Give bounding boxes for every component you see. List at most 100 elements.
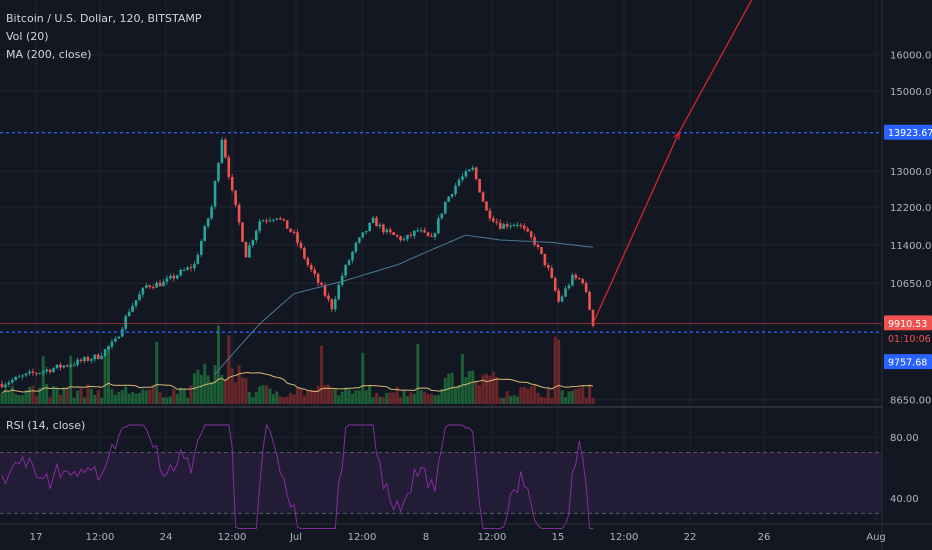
candle-body-136 bbox=[468, 169, 471, 172]
volume-bar-24 bbox=[82, 397, 86, 404]
x-tick-label-6: 8 bbox=[423, 532, 429, 543]
volume-bar-40 bbox=[137, 392, 141, 404]
candle-body-19 bbox=[65, 365, 69, 367]
candle-body-148 bbox=[509, 225, 512, 227]
candle-body-51 bbox=[175, 275, 179, 279]
candle-body-143 bbox=[492, 218, 495, 222]
rsi-label[interactable]: RSI (14, close) bbox=[6, 419, 85, 432]
x-tick-label-11: 26 bbox=[758, 532, 771, 543]
volume-bar-107 bbox=[368, 385, 372, 404]
candle-body-119 bbox=[409, 234, 413, 236]
volume-bar-105 bbox=[361, 352, 365, 404]
candle-body-57 bbox=[196, 254, 200, 265]
candle-body-82 bbox=[282, 218, 286, 221]
candle-body-89 bbox=[306, 258, 310, 265]
candle-body-141 bbox=[485, 201, 488, 211]
volume-bar-144 bbox=[495, 376, 499, 404]
candles bbox=[0, 137, 595, 389]
candle-body-139 bbox=[478, 179, 481, 193]
volume-bar-129 bbox=[443, 377, 447, 404]
volume-bar-86 bbox=[296, 387, 299, 404]
candle-body-90 bbox=[309, 264, 313, 270]
vol-label[interactable]: Vol (20) bbox=[6, 30, 49, 43]
horizontal-levels bbox=[0, 131, 882, 333]
candle-body-88 bbox=[303, 247, 306, 259]
volume-bar-100 bbox=[344, 387, 348, 404]
candle-body-9 bbox=[31, 371, 35, 373]
candle-body-29 bbox=[100, 355, 103, 359]
volume-bar-97 bbox=[333, 388, 337, 404]
candle-body-24 bbox=[83, 357, 86, 362]
y-tick-label-7: 8650.00 bbox=[890, 396, 931, 407]
candle-body-116 bbox=[399, 236, 402, 241]
candle-body-2 bbox=[7, 382, 11, 385]
candle-body-100 bbox=[344, 264, 347, 276]
volume-bar-51 bbox=[175, 394, 179, 404]
volume-ma-line bbox=[1, 371, 594, 394]
candle-body-102 bbox=[351, 251, 354, 261]
volume-bar-99 bbox=[340, 391, 344, 404]
volume-bar-58 bbox=[199, 374, 203, 404]
candle-body-146 bbox=[502, 224, 505, 229]
volume-bar-43 bbox=[148, 389, 152, 404]
candle-body-4 bbox=[14, 376, 18, 380]
candle-body-108 bbox=[371, 217, 375, 223]
volume-bar-151 bbox=[519, 387, 523, 404]
volume-bar-11 bbox=[38, 387, 42, 404]
volume-bar-55 bbox=[189, 385, 193, 404]
volume-bar-60 bbox=[206, 375, 210, 404]
candle-body-147 bbox=[505, 224, 509, 227]
volume-bar-38 bbox=[131, 392, 135, 404]
symbol-title[interactable]: Bitcoin / U.S. Dollar, 120, BITSTAMP bbox=[6, 12, 202, 25]
volume-bar-87 bbox=[299, 388, 303, 404]
volume-bar-103 bbox=[354, 390, 358, 404]
volume-bar-163 bbox=[560, 390, 564, 404]
volume-bar-77 bbox=[265, 385, 269, 404]
candle-body-145 bbox=[498, 222, 502, 229]
volume-bar-80 bbox=[275, 391, 279, 404]
volume-bar-21 bbox=[72, 397, 76, 404]
candle-body-20 bbox=[69, 364, 73, 367]
volume-bar-118 bbox=[405, 396, 409, 404]
y-tick-label-6: 10650.00 bbox=[890, 279, 932, 290]
candle-body-112 bbox=[385, 229, 389, 233]
candle-body-86 bbox=[296, 232, 299, 243]
candle-body-153 bbox=[526, 228, 530, 232]
candle-body-165 bbox=[567, 285, 571, 289]
candle-body-99 bbox=[340, 275, 344, 285]
candle-body-159 bbox=[547, 265, 550, 268]
candle-body-77 bbox=[265, 220, 268, 222]
volume-bar-150 bbox=[515, 396, 519, 404]
volume-bar-152 bbox=[522, 386, 526, 404]
volume-bar-53 bbox=[182, 389, 186, 404]
volume-bar-44 bbox=[151, 384, 155, 404]
candle-body-83 bbox=[285, 220, 289, 229]
volume-bar-22 bbox=[76, 390, 80, 404]
candle-body-162 bbox=[557, 290, 560, 302]
candle-body-124 bbox=[426, 232, 430, 237]
candle-body-54 bbox=[186, 267, 189, 270]
candle-body-53 bbox=[182, 269, 186, 271]
candle-body-125 bbox=[430, 236, 433, 238]
volume-bar-34 bbox=[117, 391, 121, 404]
volume-bar-128 bbox=[440, 388, 444, 404]
volume-bar-122 bbox=[419, 390, 423, 404]
volume-bar-65 bbox=[223, 379, 227, 404]
candle-body-68 bbox=[234, 190, 237, 205]
volume-bar-10 bbox=[34, 396, 38, 404]
volume-bar-15 bbox=[52, 386, 56, 404]
candle-body-157 bbox=[540, 247, 543, 254]
forecast-arrow[interactable] bbox=[592, 0, 758, 324]
ma-label[interactable]: MA (200, close) bbox=[6, 48, 91, 61]
x-tick-label-3: 12:00 bbox=[218, 532, 247, 543]
volume-bar-17 bbox=[58, 394, 62, 404]
volume-bar-123 bbox=[423, 392, 427, 404]
candle-body-103 bbox=[354, 242, 358, 252]
candle-body-21 bbox=[72, 364, 76, 366]
volume-bar-125 bbox=[430, 393, 434, 404]
volume-bar-25 bbox=[86, 384, 90, 404]
candle-body-172 bbox=[591, 309, 595, 326]
current-price-label: 9910.53 bbox=[888, 319, 927, 330]
